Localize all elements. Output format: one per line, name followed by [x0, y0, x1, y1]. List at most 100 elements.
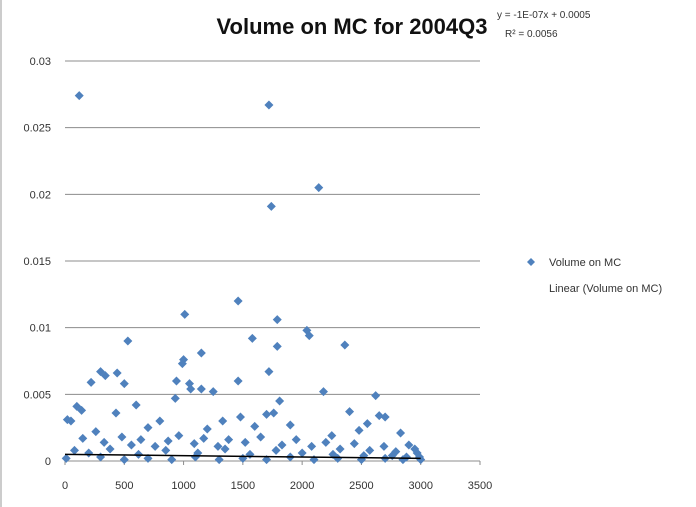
- data-point: [291, 435, 301, 445]
- data-point: [262, 455, 272, 465]
- data-point: [189, 439, 199, 449]
- data-point: [99, 437, 109, 447]
- trendline-equation: y = -1E-07x + 0.0005: [497, 10, 591, 21]
- data-point: [77, 405, 87, 415]
- y-tick-label: 0.01: [30, 323, 51, 335]
- data-point: [119, 379, 129, 389]
- data-point: [111, 408, 121, 418]
- data-point: [297, 448, 307, 458]
- data-point: [256, 432, 266, 442]
- data-point: [91, 427, 101, 437]
- data-point: [333, 453, 343, 463]
- data-point: [78, 433, 88, 443]
- data-point: [105, 444, 115, 454]
- data-point: [177, 359, 187, 369]
- data-point: [213, 441, 223, 451]
- data-point: [233, 376, 243, 386]
- data-point: [218, 416, 228, 426]
- data-point: [345, 407, 355, 417]
- data-point: [202, 424, 212, 434]
- data-point: [119, 455, 129, 465]
- data-point: [416, 455, 426, 465]
- data-point: [318, 387, 328, 397]
- data-point: [74, 91, 84, 101]
- y-tick-label: 0.03: [30, 56, 51, 68]
- data-point: [199, 433, 209, 443]
- legend-marker-diamond-icon: [527, 258, 535, 266]
- data-point: [245, 449, 255, 459]
- x-tick-label: 3500: [468, 480, 492, 492]
- data-point: [240, 437, 250, 447]
- data-point: [266, 201, 276, 211]
- data-point: [247, 333, 257, 343]
- data-point: [250, 421, 260, 431]
- data-point: [196, 384, 206, 394]
- x-tick-labels: 0 500 1000 1500 2000 2500 3000 3500: [62, 480, 492, 492]
- data-point: [335, 444, 345, 454]
- data-point: [380, 412, 390, 422]
- data-point: [86, 377, 96, 387]
- data-point: [321, 437, 331, 447]
- data-point: [314, 183, 324, 193]
- data-point: [136, 435, 146, 445]
- data-point: [374, 411, 384, 421]
- x-tick-label: 2000: [290, 480, 314, 492]
- legend-label-series: Volume on MC: [549, 257, 621, 269]
- data-point: [163, 436, 173, 446]
- data-point: [143, 453, 153, 463]
- trendline-r2: R² = 0.0056: [505, 29, 558, 40]
- data-point: [61, 453, 71, 463]
- data-point: [214, 455, 224, 465]
- gridlines: [65, 60, 480, 395]
- data-point: [186, 384, 196, 394]
- data-point: [180, 309, 190, 319]
- trendline-line: [64, 453, 421, 460]
- y-tick-label: 0: [45, 456, 51, 468]
- chart-title: Volume on MC for 2004Q3: [217, 14, 488, 39]
- x-tick-label: 1000: [171, 480, 195, 492]
- data-point: [143, 423, 153, 433]
- data-point: [285, 420, 295, 430]
- y-tick-label: 0.015: [23, 256, 51, 268]
- data-point: [371, 391, 381, 401]
- data-point: [264, 100, 274, 110]
- x-tick-label: 500: [115, 480, 133, 492]
- data-point: [84, 448, 94, 458]
- data-point: [150, 441, 160, 451]
- data-point: [349, 439, 359, 449]
- data-point: [190, 452, 200, 462]
- data-point: [272, 341, 282, 351]
- x-tick-label: 1500: [231, 480, 255, 492]
- data-point: [174, 431, 184, 441]
- trendline: [64, 453, 421, 460]
- data-point: [167, 455, 177, 465]
- data-point: [396, 428, 406, 438]
- data-point: [161, 445, 171, 455]
- data-point: [362, 419, 372, 429]
- y-tick-label: 0.02: [30, 189, 51, 201]
- data-point: [134, 449, 144, 459]
- data-point: [126, 440, 136, 450]
- y-tick-labels: 0 0.005 0.01 0.015 0.02 0.025 0.03: [23, 56, 51, 468]
- data-point: [117, 432, 127, 442]
- y-tick-label: 0.025: [23, 123, 51, 135]
- data-point: [196, 348, 206, 358]
- data-point: [123, 336, 133, 346]
- data-point: [155, 416, 165, 426]
- data-point: [340, 340, 350, 350]
- data-point: [224, 435, 234, 445]
- data-point: [235, 412, 245, 422]
- data-point: [327, 431, 337, 441]
- data-point: [233, 296, 243, 306]
- data-point: [269, 408, 279, 418]
- y-tick-label: 0.005: [23, 389, 51, 401]
- data-point: [272, 315, 282, 325]
- legend-label-trendline: Linear (Volume on MC): [549, 283, 662, 295]
- x-tick-label: 2500: [349, 480, 373, 492]
- data-point: [354, 425, 364, 435]
- data-point: [365, 445, 375, 455]
- data-point: [264, 367, 274, 377]
- data-point: [131, 400, 141, 410]
- data-point: [220, 444, 230, 454]
